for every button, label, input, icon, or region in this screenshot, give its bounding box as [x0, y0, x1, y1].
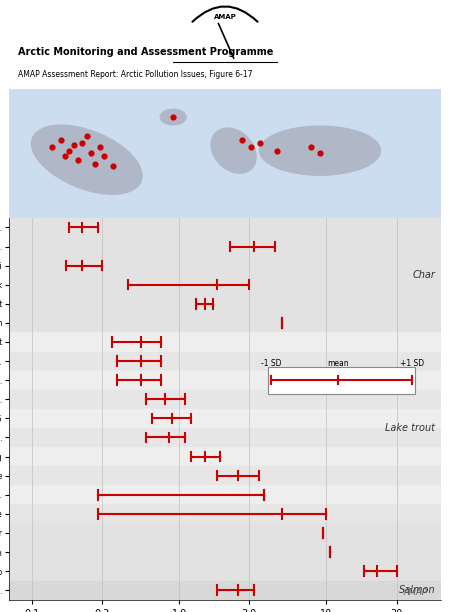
Text: Lake trout: Lake trout	[386, 423, 436, 433]
Point	[87, 148, 94, 158]
Bar	[9, 256, 441, 275]
Point	[70, 141, 77, 151]
Point	[100, 151, 108, 161]
Bar	[9, 504, 441, 523]
Text: Salmon: Salmon	[399, 585, 436, 595]
Text: +1 SD: +1 SD	[400, 359, 424, 368]
Bar	[9, 428, 441, 447]
Text: Char: Char	[413, 270, 436, 280]
Ellipse shape	[160, 110, 186, 125]
Bar	[9, 275, 441, 294]
Point	[256, 138, 263, 148]
Point	[75, 155, 82, 165]
Bar	[9, 562, 441, 581]
Bar	[9, 409, 441, 428]
Text: AMAP Assessment Report: Arctic Pollution Issues, Figure 6-17: AMAP Assessment Report: Arctic Pollution…	[18, 70, 252, 78]
Point	[57, 135, 64, 145]
Bar	[9, 294, 441, 313]
Bar	[9, 237, 441, 256]
Point	[316, 148, 324, 158]
Bar	[9, 523, 441, 542]
Text: AMAP: AMAP	[214, 14, 236, 20]
Point	[83, 132, 90, 141]
Bar	[9, 371, 441, 390]
Ellipse shape	[211, 128, 256, 173]
Bar	[9, 351, 441, 371]
Bar	[9, 332, 441, 351]
Ellipse shape	[32, 125, 142, 194]
Point	[109, 162, 116, 171]
Ellipse shape	[260, 126, 381, 175]
Text: -1 SD: -1 SD	[261, 359, 281, 368]
Point	[170, 112, 177, 122]
Point	[308, 142, 315, 152]
Bar	[9, 466, 441, 485]
Bar	[9, 390, 441, 409]
Bar	[9, 218, 441, 237]
Point	[92, 159, 99, 168]
Point	[273, 146, 280, 155]
Point	[96, 142, 104, 152]
Text: mean: mean	[327, 359, 349, 368]
Text: Arctic Monitoring and Assessment Programme: Arctic Monitoring and Assessment Program…	[18, 47, 273, 56]
Bar	[9, 542, 441, 562]
Bar	[9, 485, 441, 504]
FancyBboxPatch shape	[268, 367, 415, 394]
Point	[62, 151, 69, 161]
Bar	[9, 581, 441, 600]
Point	[238, 135, 246, 145]
Point	[66, 146, 73, 155]
Bar	[9, 447, 441, 466]
Point	[248, 142, 255, 152]
Text: AMAP: AMAP	[404, 588, 428, 597]
Bar	[9, 313, 441, 332]
Point	[49, 142, 56, 152]
Point	[79, 138, 86, 148]
